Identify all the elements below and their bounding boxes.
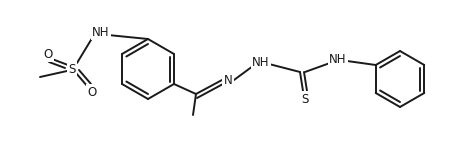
Text: NH: NH — [329, 52, 347, 66]
Text: N: N — [224, 74, 232, 86]
Text: O: O — [87, 86, 97, 98]
Text: NH: NH — [92, 25, 110, 39]
Text: O: O — [44, 47, 53, 61]
Text: NH: NH — [252, 56, 270, 69]
Text: S: S — [68, 62, 76, 76]
Text: S: S — [301, 92, 309, 106]
